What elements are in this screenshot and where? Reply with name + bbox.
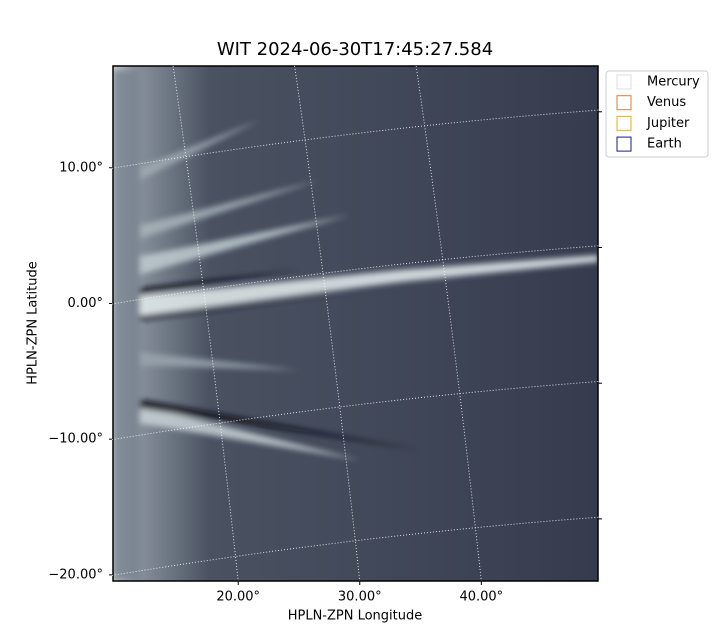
grid-line [414,59,482,582]
legend-swatch [616,115,632,131]
x-tick-label: 30.00° [338,590,382,605]
x-axis-label: HPLN-ZPN Longitude [288,609,423,624]
y-tick-label: −20.00° [48,567,103,582]
chart-title: WIT 2024-06-30T17:45:27.584 [217,39,493,60]
grid-line [293,59,361,582]
legend-label: Jupiter [646,116,690,131]
legend [605,70,709,158]
image [113,66,598,581]
y-tick-label: −10.00° [48,432,103,447]
grid-line [102,245,604,306]
y-tick-label: 10.00° [59,160,103,175]
grid-line [102,516,604,578]
grid-line [102,380,604,442]
legend-label: Venus [647,95,686,110]
legend-label: Mercury [647,75,700,90]
legend-swatch [616,74,632,90]
y-tick-label: 0.00° [68,296,103,311]
grid-line [171,59,239,582]
plot-frame [112,65,599,582]
x-tick-label: 40.00° [459,590,503,605]
legend-swatch [616,95,632,111]
y-axis-label: HPLN-ZPN Latitude [26,261,41,384]
x-tick-label: 20.00° [216,590,260,605]
grid-line [102,109,604,171]
legend-swatch [616,136,632,152]
legend-label: Earth [647,137,682,152]
